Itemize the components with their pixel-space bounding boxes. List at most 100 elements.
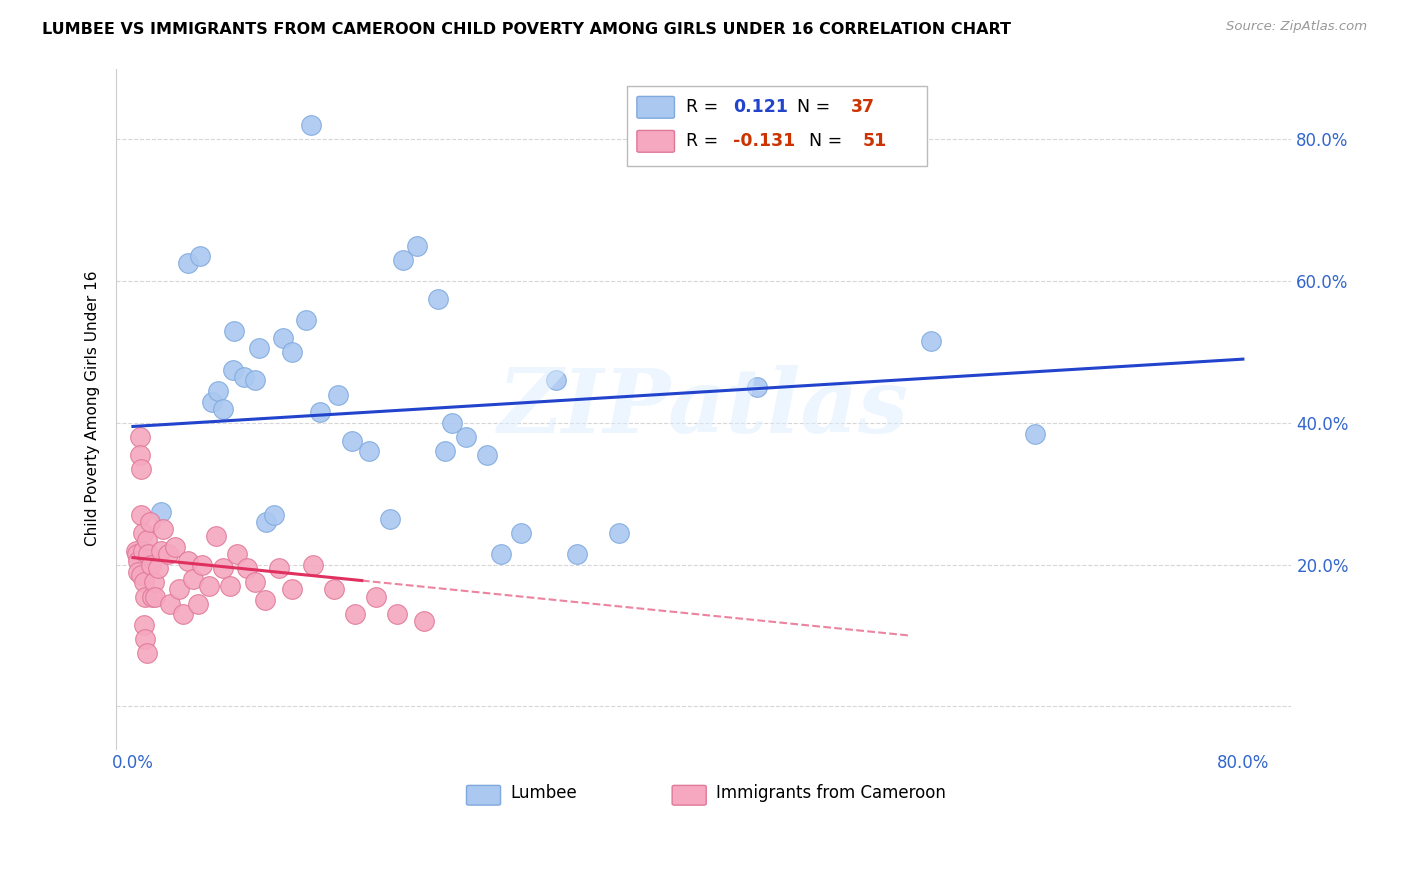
Point (378, 511, 401, 525)
Point (187, 597, 209, 611)
Point (131, 543, 153, 558)
Point (138, 515, 160, 529)
Point (135, 646, 157, 660)
Point (340, 434, 363, 448)
Text: R =: R = (686, 98, 724, 116)
Point (163, 540, 186, 554)
Point (427, 292, 450, 306)
Point (271, 331, 294, 345)
Point (156, 547, 179, 561)
Point (139, 558, 162, 572)
Text: Lumbee: Lumbee (510, 784, 576, 802)
Point (129, 462, 152, 476)
Point (565, 547, 588, 561)
Point (281, 582, 304, 597)
Point (357, 444, 380, 458)
Point (207, 384, 229, 398)
Point (253, 593, 276, 607)
Text: LUMBEE VS IMMIGRANTS FROM CAMEROON CHILD POVERTY AMONG GIRLS UNDER 16 CORRELATIO: LUMBEE VS IMMIGRANTS FROM CAMEROON CHILD… (42, 22, 1011, 37)
Text: N =: N = (797, 132, 848, 151)
Point (323, 582, 346, 597)
Point (364, 590, 387, 604)
Point (125, 543, 148, 558)
Point (281, 345, 304, 359)
Point (434, 444, 457, 458)
Text: ZIPatlas: ZIPatlas (498, 366, 910, 452)
Point (309, 405, 332, 419)
Point (159, 597, 181, 611)
FancyBboxPatch shape (467, 785, 501, 805)
Point (546, 373, 568, 387)
Point (142, 575, 165, 590)
Point (263, 508, 285, 522)
Point (134, 632, 156, 646)
Point (132, 618, 155, 632)
Point (177, 256, 200, 270)
Point (146, 561, 169, 575)
Text: 0.121: 0.121 (734, 98, 789, 116)
Point (134, 590, 156, 604)
Point (328, 387, 350, 401)
FancyBboxPatch shape (672, 785, 706, 805)
Point (128, 430, 150, 444)
Point (149, 504, 172, 518)
Text: Source: ZipAtlas.com: Source: ZipAtlas.com (1226, 20, 1367, 33)
Point (243, 373, 266, 387)
Point (198, 579, 221, 593)
Point (489, 547, 512, 561)
Point (299, 118, 322, 132)
Point (132, 575, 155, 590)
Point (920, 334, 942, 349)
Point (607, 525, 630, 540)
Point (295, 313, 318, 327)
Point (1024, 426, 1046, 441)
Point (136, 547, 159, 561)
Point (131, 525, 153, 540)
Point (191, 558, 214, 572)
Point (413, 615, 436, 629)
Point (226, 547, 249, 561)
Point (135, 533, 157, 547)
Point (254, 515, 277, 529)
Point (167, 582, 190, 597)
Point (302, 558, 325, 572)
FancyBboxPatch shape (637, 96, 675, 119)
Text: N =: N = (786, 98, 837, 116)
Point (385, 607, 408, 622)
Point (475, 448, 498, 462)
Point (129, 568, 152, 582)
Point (177, 554, 200, 568)
Point (128, 448, 150, 462)
Point (152, 522, 174, 536)
FancyBboxPatch shape (637, 130, 675, 153)
Point (212, 561, 235, 575)
Point (125, 547, 148, 561)
FancyBboxPatch shape (627, 86, 927, 166)
Text: Immigrants from Cameroon: Immigrants from Cameroon (716, 784, 945, 802)
Point (127, 565, 149, 579)
Point (212, 401, 235, 416)
Point (219, 579, 242, 593)
Point (232, 369, 254, 384)
Point (201, 394, 224, 409)
Y-axis label: Child Poverty Among Girls Under 16: Child Poverty Among Girls Under 16 (86, 271, 100, 547)
Point (510, 525, 533, 540)
Point (441, 416, 464, 430)
Point (143, 590, 166, 604)
Point (181, 572, 204, 586)
Text: -0.131: -0.131 (734, 132, 796, 151)
Point (247, 342, 270, 356)
Text: 37: 37 (851, 98, 875, 116)
Point (224, 324, 246, 338)
Point (454, 430, 477, 444)
Point (127, 554, 149, 568)
Point (205, 529, 228, 543)
Point (141, 590, 163, 604)
Point (188, 249, 211, 263)
Point (235, 561, 257, 575)
Point (267, 561, 290, 575)
Point (129, 508, 152, 522)
Point (149, 543, 172, 558)
Point (406, 238, 429, 252)
Text: R =: R = (686, 132, 724, 151)
